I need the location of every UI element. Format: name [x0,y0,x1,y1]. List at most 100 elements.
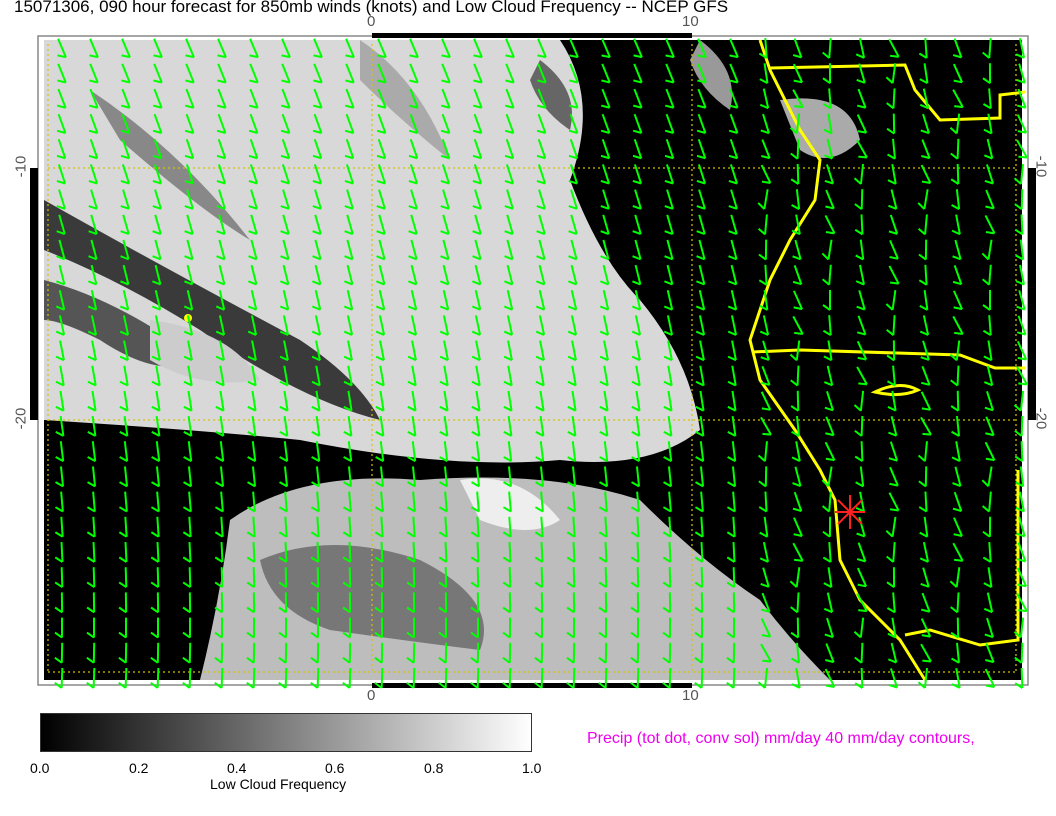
wind-barb [406,642,416,664]
wind-barb [54,617,64,639]
wind-barb [502,491,512,513]
wind-barb [665,88,675,109]
wind-barb [856,315,867,336]
wind-barb [984,441,996,462]
wind-barb [821,239,833,261]
wind-barb [952,466,962,488]
wind-barb [790,592,800,614]
wind-barb [86,667,96,689]
wind-barb [310,617,320,639]
wind-barb [664,189,674,210]
wind-barb [246,592,256,614]
wind-barb [599,340,609,362]
wind-barb [86,541,96,563]
wind-barb [919,315,930,336]
wind-barb [438,667,448,689]
bottom-tick-10: 10 [682,687,699,704]
wind-barb [215,315,226,336]
wind-barb [247,315,258,336]
wind-barb [951,667,961,689]
wind-barb [535,315,546,336]
wind-barb [632,113,643,134]
wind-barb [982,541,992,563]
wind-barb [726,567,736,589]
wind-barb [887,163,897,185]
wind-barb [503,290,514,311]
wind-barb [150,567,160,589]
wind-barb [311,290,322,311]
wind-barb [502,667,512,689]
wind-barb [471,365,481,387]
wind-barb [214,667,224,689]
wind-barb [279,315,290,336]
colorbar-tick: 0.0 [30,760,50,776]
wind-barb [86,491,96,513]
wind-barb [822,516,832,538]
wind-barb [759,289,769,311]
wind-barb [694,592,704,614]
wind-barb [439,390,449,412]
wind-barb [183,390,193,412]
wind-barb [88,264,98,286]
wind-barb [631,315,642,336]
wind-barb [982,290,991,311]
wind-barb [792,239,802,261]
wind-barb [56,164,67,185]
wind-barb [440,189,450,210]
wind-barb [313,38,323,59]
wind-barb [54,592,64,614]
wind-barb [918,239,928,261]
wind-barb [536,264,546,286]
wind-barb [696,239,706,261]
wind-barb [921,365,931,386]
wind-barb [150,516,160,538]
wind-barb [694,567,704,589]
wind-barb [888,265,900,285]
wind-barb [278,592,288,614]
wind-barb [631,415,641,437]
wind-barb [152,239,162,261]
bottom-tick-0: 0 [367,687,376,704]
wind-barb [406,491,416,513]
wind-barb [310,592,320,614]
wind-barb [217,88,227,109]
wind-barb [633,38,643,59]
wind-barb [886,592,896,614]
wind-barb [920,643,932,663]
wind-barb [952,63,964,84]
wind-barb [632,139,643,160]
wind-barb [599,290,610,311]
wind-barb [888,214,899,235]
wind-barb [856,114,868,134]
wind-barb [472,113,483,134]
wind-barb [982,37,992,59]
wind-barb [278,491,288,513]
wind-barb [56,189,66,210]
wind-barb [919,516,929,538]
wind-barb [566,567,576,589]
wind-barb [630,617,640,639]
wind-barb [1016,366,1028,386]
wind-barb [534,516,544,538]
wind-barb [374,516,384,538]
wind-barb [664,164,675,185]
wind-barb [214,541,224,563]
wind-barb [1013,163,1025,185]
wind-barb [278,516,288,538]
wind-barb [921,139,931,160]
wind-barb [89,88,99,109]
wind-barb [536,113,547,134]
wind-barb [153,38,163,59]
wind-barb [249,88,259,109]
wind-barb [151,340,161,362]
wind-barb [215,415,225,437]
wind-barb [440,214,450,235]
wind-barb [759,516,769,538]
wind-barb [504,164,515,185]
wind-barb [633,88,643,109]
wind-barb [856,516,866,538]
wind-barb [343,390,353,412]
wind-barb [1016,593,1028,613]
wind-barb [470,541,480,563]
wind-barb [439,441,449,463]
